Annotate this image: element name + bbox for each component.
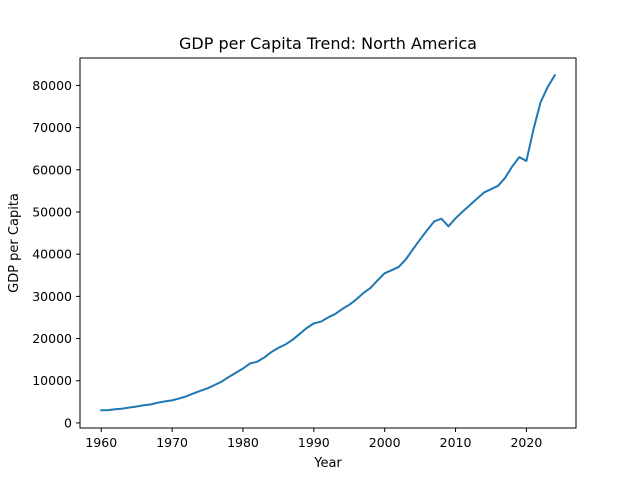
x-tick-label: 2020 [510,435,542,450]
y-tick-label: 60000 [32,162,72,177]
x-axis-label: Year [313,456,342,471]
x-tick-label: 1980 [227,435,259,450]
y-tick-label: 80000 [32,78,72,93]
series-layer [100,73,557,412]
x-tick-label: 1990 [298,435,330,450]
y-tick-label: 20000 [32,331,72,346]
y-tick-label: 70000 [32,120,72,135]
x-tick-label: 2000 [369,435,401,450]
x-tick-label: 2010 [440,435,472,450]
series-line [100,73,557,412]
chart-title: GDP per Capita Trend: North America [179,34,477,53]
y-tick-label: 40000 [32,247,72,262]
y-tick-label: 30000 [32,289,72,304]
y-tick-label: 10000 [32,373,72,388]
y-axis-ticks: 0 10000 20000 30000 40000 50000 60000 70000 8000… [32,78,80,430]
plot-frame [79,57,577,429]
y-tick-label: 0 [64,415,72,430]
x-tick-label: 1960 [85,435,117,450]
y-tick-label: 50000 [32,204,72,219]
plot-area-background [80,58,576,428]
x-tick-label: 1970 [156,435,188,450]
y-axis-label: GDP per Capita [7,193,22,293]
x-axis-ticks: 1960 1970 1980 1990 2000 2010 2020 [85,428,542,450]
